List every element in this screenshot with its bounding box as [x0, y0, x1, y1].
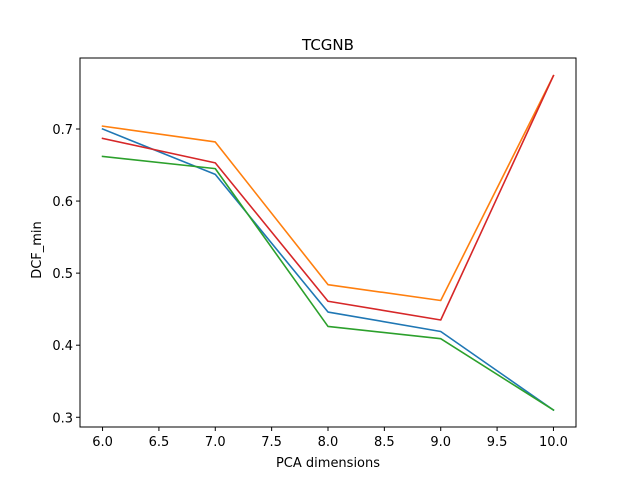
- y-tick-label: 0.4: [52, 339, 73, 354]
- x-tick-label: 10.0: [539, 435, 568, 450]
- x-tick-label: 9.5: [487, 435, 508, 450]
- series-line-2: [101, 74, 555, 302]
- series-line-1: [101, 127, 555, 412]
- x-tick-label: 8.0: [318, 435, 339, 450]
- axes-layer: 6.0 6.5 7.0 7.5 8.0 8.5 9.0 9.5 10.0 0.3 0.4 0.5 0.6…: [52, 57, 577, 450]
- x-axis-label: PCA dimensions: [276, 456, 380, 471]
- x-tick-label: 6.0: [92, 435, 113, 450]
- y-tick-label: 0.5: [52, 267, 73, 282]
- x-tick-label: 7.0: [205, 435, 226, 450]
- series-layer: [101, 74, 555, 412]
- series-line-3: [101, 155, 555, 412]
- y-tick-label: 0.7: [52, 123, 73, 138]
- x-tick-label: 9.0: [430, 435, 451, 450]
- series-line-4: [101, 74, 555, 321]
- x-tick-label: 6.5: [149, 435, 170, 450]
- y-tick-label: 0.3: [52, 411, 73, 426]
- chart-title: TCGNB: [301, 36, 354, 54]
- y-tick-label: 0.6: [52, 195, 73, 210]
- x-tick-label: 7.5: [261, 435, 282, 450]
- x-tick-label: 8.5: [374, 435, 395, 450]
- y-axis-label: DCF_min: [30, 221, 45, 279]
